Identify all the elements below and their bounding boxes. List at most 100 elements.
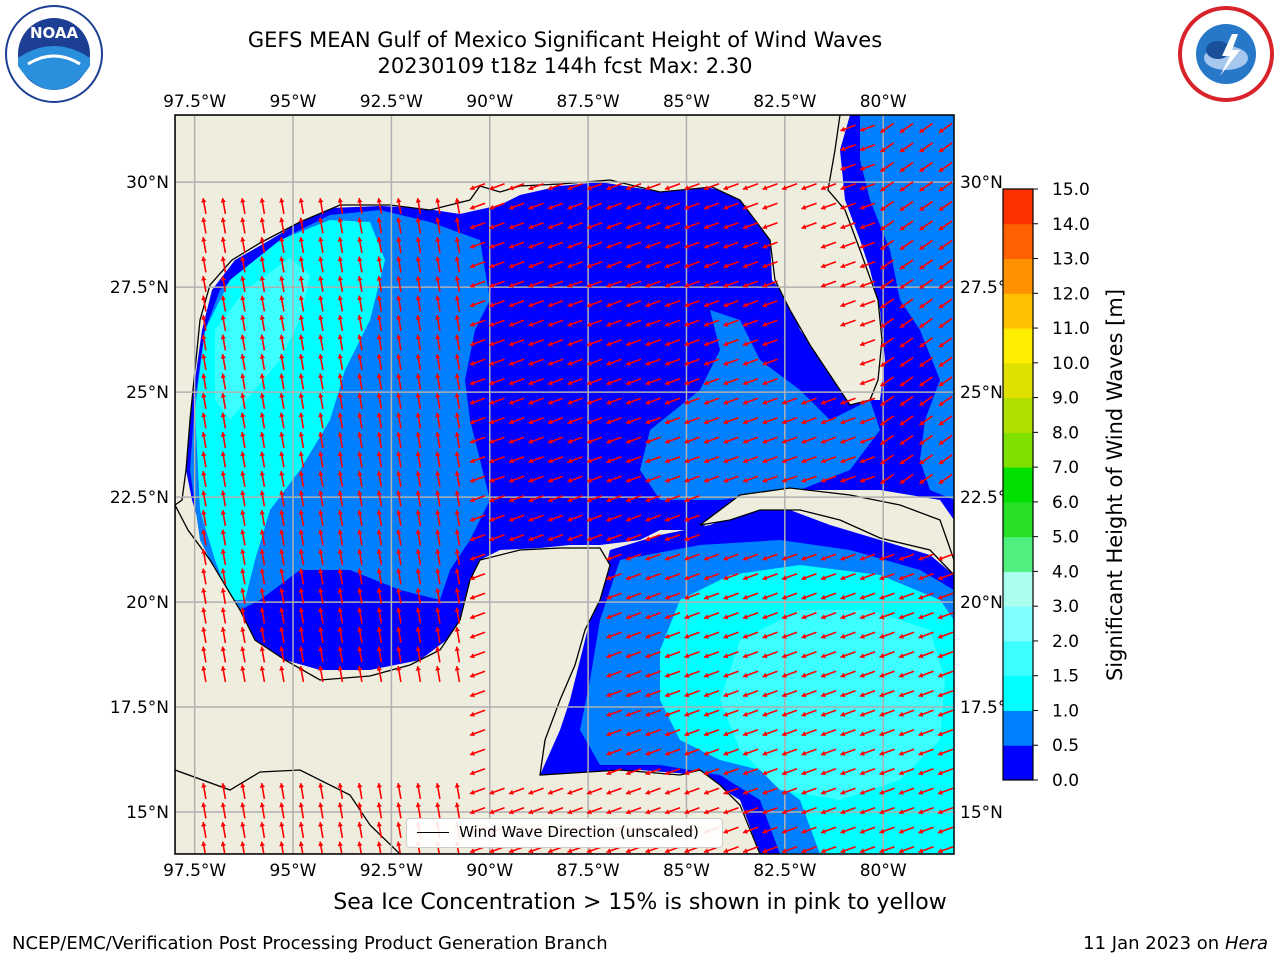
direction-arrowhead [376, 334, 382, 340]
direction-arrowhead [489, 399, 495, 405]
direction-arrowhead [454, 373, 460, 379]
direction-arrowhead [645, 789, 651, 795]
direction-arrowhead [801, 809, 807, 815]
direction-arrowhead [606, 789, 612, 795]
direction-arrowhead [801, 848, 807, 854]
direction-arrowhead [298, 627, 304, 632]
direction-arrowhead [528, 263, 534, 269]
direction-arrowhead [625, 458, 631, 464]
direction-arrowhead [376, 217, 382, 223]
direction-arrowhead [240, 783, 246, 788]
direction-arrowhead [415, 217, 421, 223]
direction-arrowhead [279, 646, 285, 652]
direction-arrowhead [357, 588, 363, 593]
direction-arrowhead [606, 594, 612, 600]
direction-arrowhead [489, 360, 495, 366]
direction-arrowhead [454, 256, 460, 262]
direction-arrowhead [469, 263, 475, 269]
direction-arrowhead [357, 217, 363, 223]
colorbar-tick-label: 15.0 [1052, 180, 1090, 200]
direction-arrowhead [919, 283, 925, 289]
direction-arrowhead [240, 334, 246, 340]
direction-arrowhead [684, 360, 690, 366]
direction-arrowhead [703, 614, 709, 620]
direction-arrowhead [801, 653, 807, 659]
direction-arrowhead [396, 568, 402, 574]
direction-arrowhead [801, 224, 807, 230]
direction-arrowhead [938, 244, 944, 250]
direction-arrowhead [879, 750, 885, 756]
direction-arrowhead [528, 458, 534, 464]
direction-arrowhead [586, 380, 592, 386]
direction-arrowhead [625, 575, 631, 581]
direction-arrowhead [240, 256, 246, 262]
direction-arrowhead [259, 354, 265, 359]
direction-arrowhead [376, 256, 382, 262]
direction-arrowhead [625, 536, 631, 542]
direction-arrowhead [469, 848, 475, 854]
direction-arrowhead [528, 380, 534, 386]
direction-arrowhead [859, 477, 865, 483]
direction-arrowhead [489, 302, 495, 308]
direction-arrowhead [298, 354, 304, 359]
direction-arrowhead [469, 399, 475, 405]
direction-arrowhead [937, 848, 943, 854]
direction-arrowhead [586, 282, 592, 288]
direction-arrowhead [879, 789, 885, 795]
direction-arrowhead [899, 439, 905, 445]
direction-arrowhead [664, 789, 670, 795]
direction-arrowhead [840, 399, 846, 405]
lon-label-bottom: 90°W [466, 861, 513, 881]
direction-arrowhead [820, 282, 826, 288]
direction-arrowhead [240, 373, 246, 379]
direction-arrowhead [840, 750, 846, 756]
map-title: GEFS MEAN Gulf of Mexico Significant Hei… [247, 28, 883, 52]
direction-arrowhead [742, 224, 748, 230]
direction-arrowhead [435, 315, 441, 320]
direction-arrowhead [567, 263, 573, 269]
wave-band-0.5-1.0-central [640, 310, 880, 500]
direction-arrowhead [508, 263, 514, 269]
direction-arrowhead [376, 490, 382, 496]
direction-arrowhead [469, 653, 475, 659]
direction-arrowhead [781, 399, 787, 405]
direction-arrowhead [938, 166, 944, 172]
direction-arrowhead [898, 711, 904, 717]
direction-arrowhead [645, 380, 651, 386]
axis-labels: 97.5°W 97.5°W 95°W 95°W 92.5°W 92.5°W 90°W 90°W… [110, 92, 1019, 881]
direction-arrowhead [357, 568, 363, 574]
direction-arrowhead [742, 399, 748, 405]
direction-arrowhead [645, 848, 651, 854]
direction-arrowhead [357, 432, 363, 437]
direction-arrowhead [396, 783, 402, 788]
direction-arrowhead [645, 555, 651, 561]
direction-arrowhead [357, 334, 363, 340]
direction-arrowhead [259, 432, 265, 437]
direction-arrowhead [586, 848, 592, 854]
direction-arrowhead [742, 380, 748, 386]
direction-arrowhead [781, 419, 787, 425]
direction-arrowhead [469, 594, 475, 600]
colorbar-tick-label: 1.0 [1052, 701, 1079, 721]
colorbar-tick-label: 3.0 [1052, 597, 1079, 617]
direction-arrowhead [415, 256, 421, 262]
direction-arrowhead [435, 295, 441, 301]
direction-arrowhead [201, 549, 207, 554]
direction-arrowhead [781, 672, 787, 678]
direction-arrowhead [376, 588, 382, 593]
direction-arrowhead [279, 198, 285, 203]
direction-arrowhead [625, 770, 631, 776]
direction-arrowhead [376, 451, 382, 457]
direction-arrowhead [240, 490, 246, 496]
direction-arrowhead [937, 750, 943, 756]
wave-band-1.5-2.0-caribbean [720, 610, 945, 800]
direction-arrowhead [840, 692, 846, 698]
direction-arrowhead [435, 256, 441, 262]
colorbar-tick-label: 11.0 [1052, 319, 1090, 339]
direction-arrowhead [937, 555, 943, 561]
direction-arrowhead [547, 360, 553, 366]
direction-arrowhead [567, 302, 573, 308]
direction-arrowhead [879, 575, 885, 581]
direction-arrowhead [859, 204, 865, 210]
direction-arrowhead [469, 438, 475, 444]
